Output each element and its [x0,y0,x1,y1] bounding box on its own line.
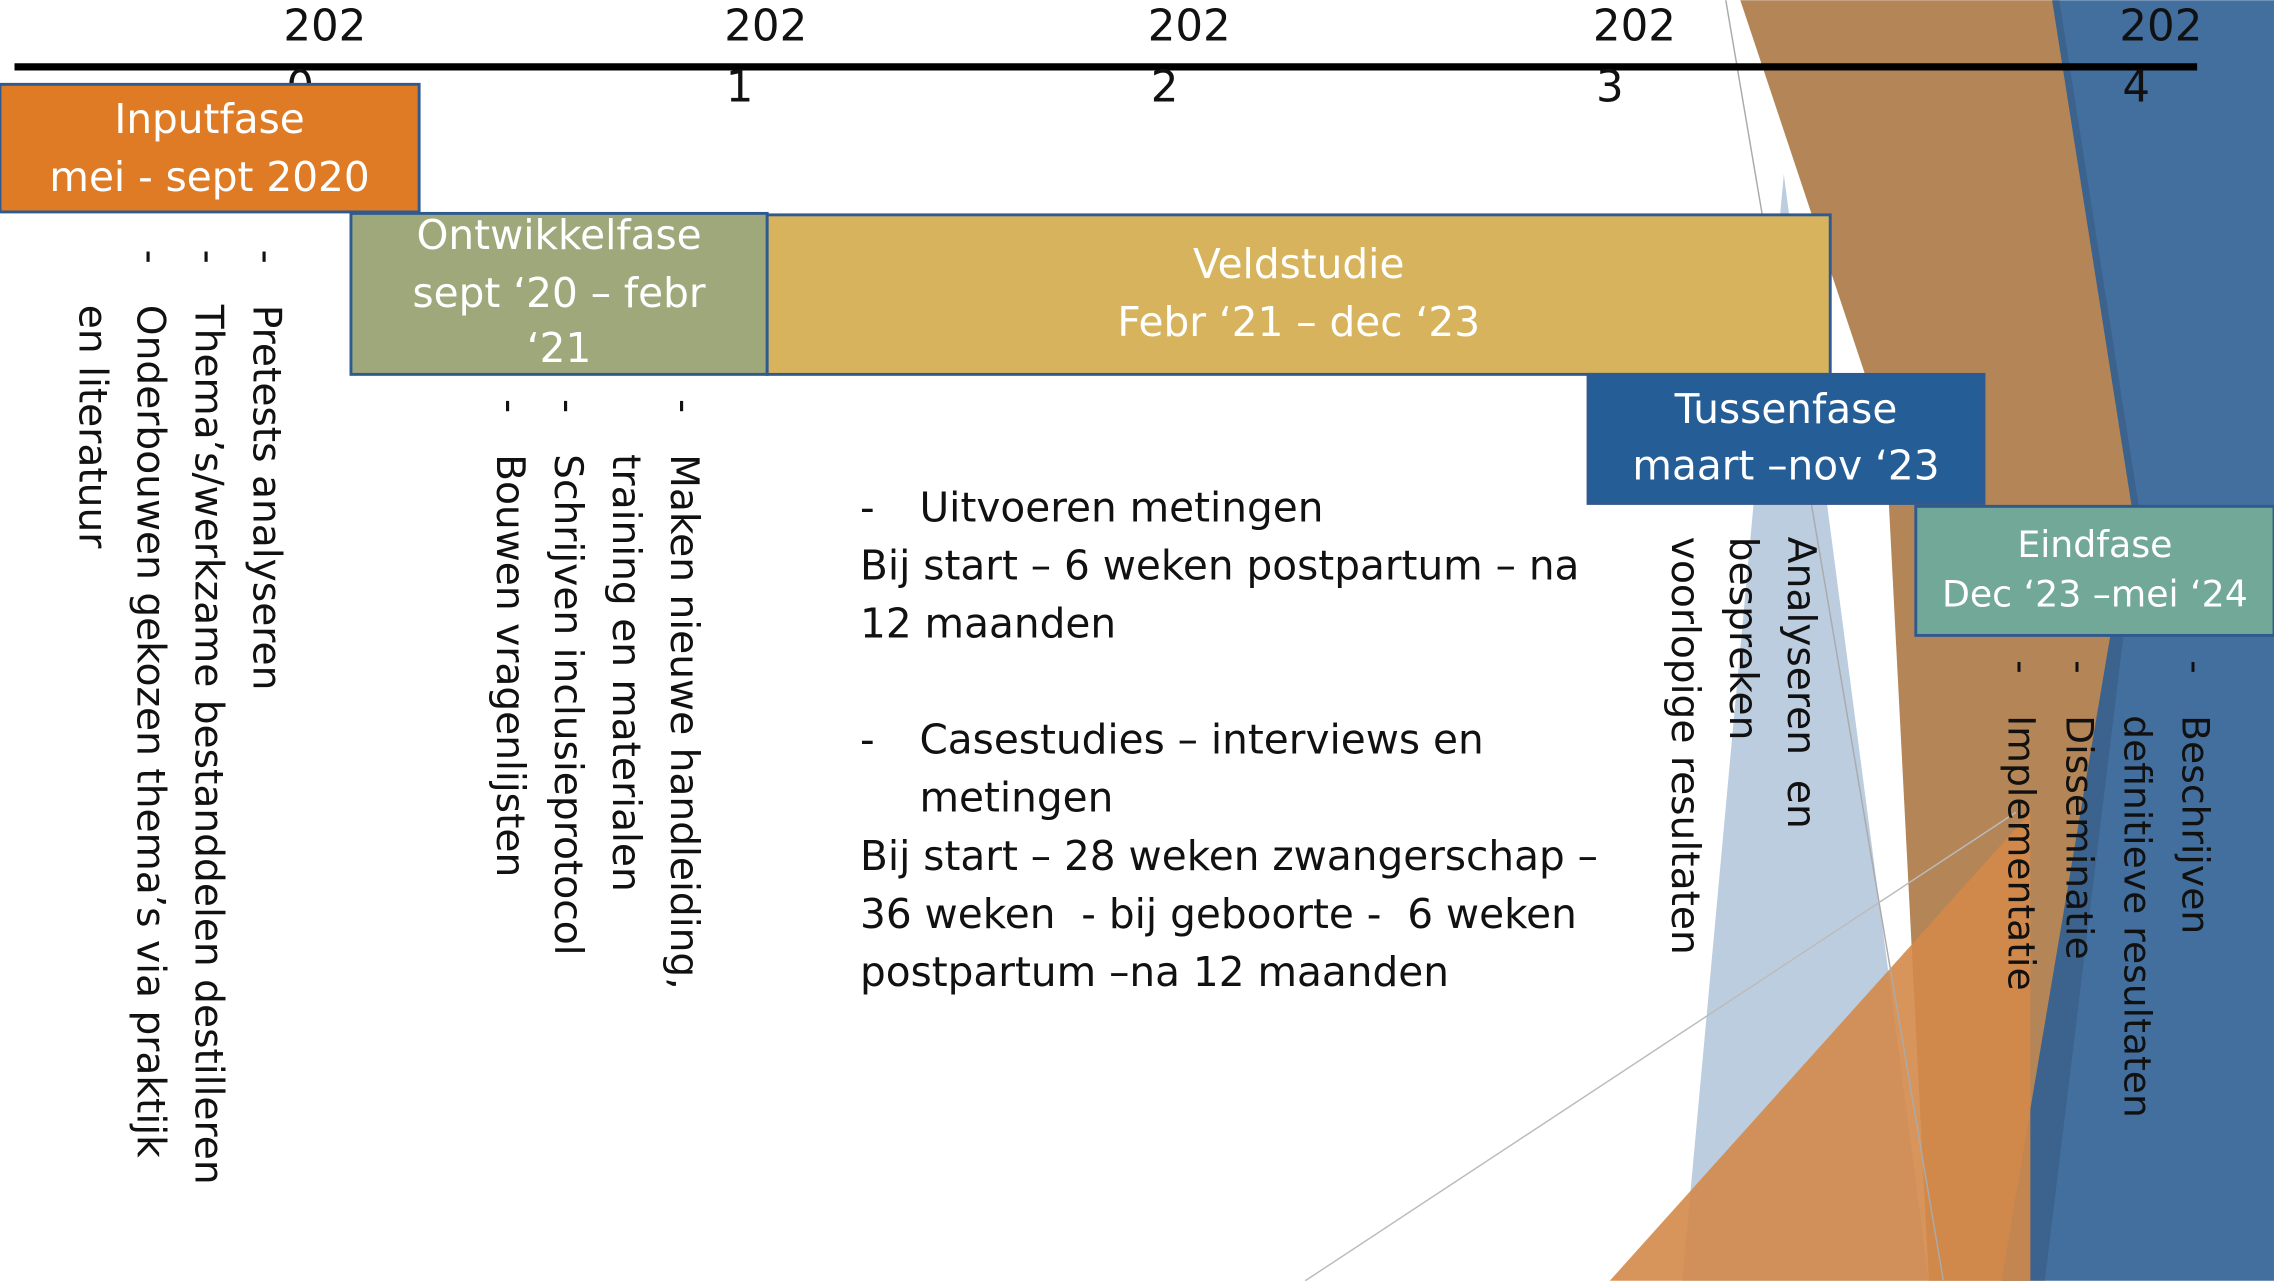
task-bullet: - [2173,660,2217,674]
phase-label: sept ‘20 – febr [413,269,706,317]
task-text: Maken nieuwe handleiding, [661,454,706,990]
task-text: bespreken [1720,537,1765,741]
year-label: 202 [724,2,807,52]
task-text: Analyseren en [1778,537,1823,829]
phase-label: mei - sept 2020 [49,153,369,201]
task-text: Pretests analyseren [243,305,288,691]
task-text: Onderbouwen gekozen thema’s via praktijk [127,305,172,1158]
year-label: 1 [726,63,754,113]
phase-label: maart –nov ‘23 [1632,442,1939,490]
page: Tijdlijn html, body { margin: 0; padding… [0,0,2274,1281]
task-text: 36 weken - bij geboorte - 6 weken [860,890,1577,938]
slide: 20202021202220232024Inputfasemei - sept … [0,0,2274,1281]
task-text: Bij start – 28 weken zwangerschap – [860,832,1598,880]
task-text: postpartum –na 12 maanden [860,948,1449,996]
year-label: 202 [1593,2,1676,52]
task-bullet: - [243,250,288,264]
phase-label: Ontwikkelfase [416,211,701,259]
task-bullet: - [860,484,875,532]
task-text: Beschrijven [2173,715,2217,934]
year-label: 202 [1148,2,1231,52]
task-text: Disseminatie [2057,715,2101,960]
task-text: voorlopige resultaten [1662,537,1707,955]
phase-label: Veldstudie [1193,240,1404,288]
task-text: Implementatie [1999,715,2043,991]
task-text: Casestudies – interviews en [919,716,1483,764]
page-body: {"timeline": { "years": [ {"lines": ["20… [0,0,2274,1281]
phase-label: Febr ‘21 – dec ‘23 [1117,298,1480,346]
year-label: 3 [1596,63,1624,113]
task-bullet: - [2057,660,2101,674]
task-text: en literatuur [69,305,114,550]
phase-label: Dec ‘23 –mei ‘24 [1942,572,2248,615]
task-text: definitieve resultaten [2115,715,2159,1118]
task-bullet: - [1999,660,2043,674]
task-text: Bij start – 6 weken postpartum – na [860,542,1579,590]
year-label: 202 [2119,2,2202,52]
phase-label: Tussenfase [1674,385,1898,433]
task-bullet: - [487,399,532,413]
task-bullet: - [545,399,590,413]
task-text: metingen [919,774,1113,822]
task-text: 12 maanden [860,600,1116,648]
task-text: Thema’s/werkzame bestanddelen destillere… [185,304,230,1185]
phase-label: ‘21 [527,324,592,372]
task-bullet: - [860,716,875,764]
phase-box [767,215,1830,375]
year-label: 4 [2122,63,2150,113]
task-text: Uitvoeren metingen [919,484,1323,532]
task-text: Bouwen vragenlijsten [487,454,532,877]
task-bullet: - [185,250,230,264]
task-text: training en materialen [603,454,648,892]
year-label: 2 [1151,63,1179,113]
phase-label: Eindfase [2017,523,2172,566]
task-bullet: - [127,250,172,264]
task-text: Schrijven inclusieprotocol [545,454,590,955]
phase-label: Inputfase [114,95,304,143]
year-label: 202 [283,2,366,52]
task-bullet: - [661,399,706,413]
